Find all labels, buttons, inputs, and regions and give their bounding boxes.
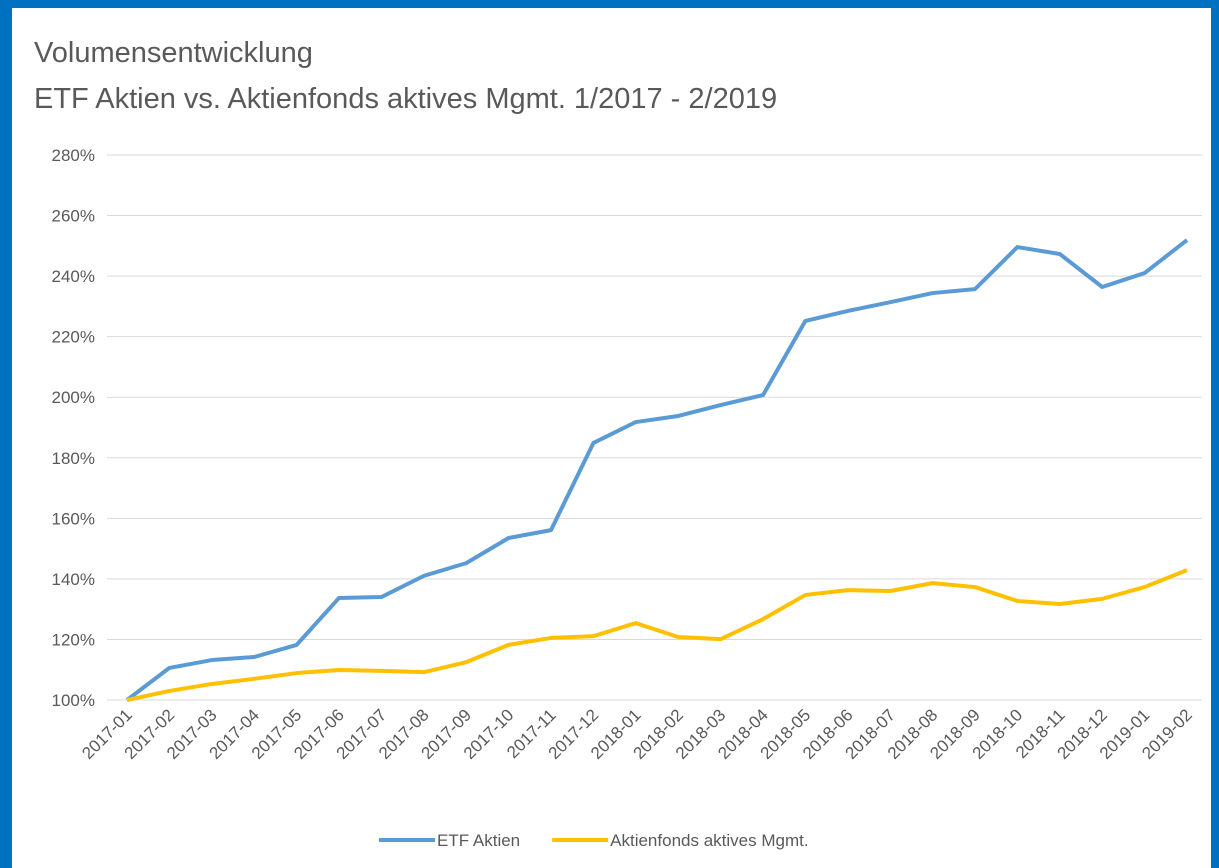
legend-label: ETF Aktien [437, 831, 520, 850]
series-line [125, 238, 1189, 702]
y-tick-label: 280% [52, 146, 95, 165]
y-tick-label: 220% [52, 328, 95, 347]
y-tick-label: 120% [52, 630, 95, 649]
y-tick-label: 100% [52, 691, 95, 710]
series-line [126, 568, 1188, 702]
chart: Volumensentwicklung ETF Aktien vs. Aktie… [34, 37, 1202, 850]
legend-label: Aktienfonds aktives Mgmt. [610, 831, 808, 850]
y-tick-label: 240% [52, 267, 95, 286]
chart-subtitle: ETF Aktien vs. Aktienfonds aktives Mgmt.… [34, 83, 777, 115]
y-tick-label: 200% [52, 388, 95, 407]
y-tick-label: 140% [52, 570, 95, 589]
y-tick-label: 260% [52, 207, 95, 226]
y-tick-label: 180% [52, 449, 95, 468]
y-tick-label: 160% [52, 509, 95, 528]
chart-title: Volumensentwicklung [34, 37, 313, 69]
